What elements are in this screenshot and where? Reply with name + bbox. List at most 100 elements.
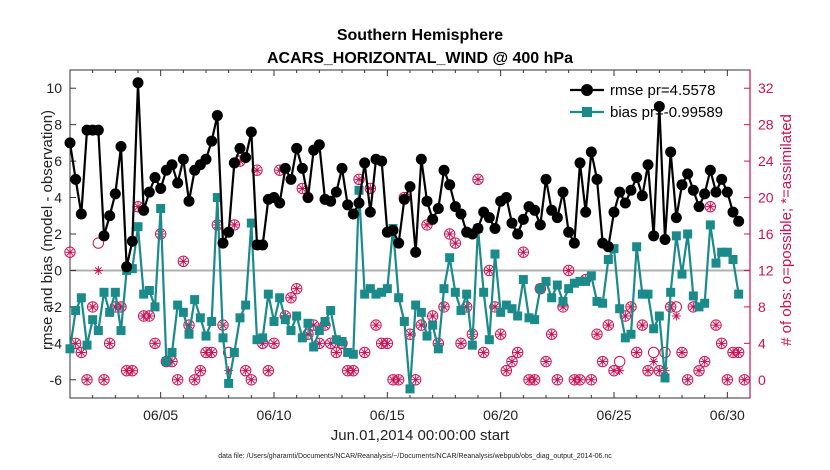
- obs-assimilated-marker: [490, 302, 500, 312]
- bias-marker: [496, 307, 506, 317]
- legend-bias-marker: [582, 107, 592, 117]
- bias-marker: [348, 349, 358, 359]
- rmse-marker: [121, 261, 133, 273]
- rmse-marker: [132, 77, 144, 89]
- bias-marker: [201, 331, 211, 341]
- obs-assimilated-marker: [422, 220, 432, 230]
- obs-possible-marker: [704, 200, 717, 213]
- bias-marker: [660, 373, 670, 383]
- bias-marker: [161, 357, 171, 367]
- obs-assimilated-marker: [292, 284, 302, 294]
- rmse-marker: [126, 235, 138, 247]
- bias-marker: [88, 315, 98, 325]
- rmse-marker: [687, 184, 699, 196]
- bias-marker: [377, 287, 387, 297]
- bias-marker: [93, 326, 103, 336]
- y-right-tick-label: 24: [758, 153, 774, 169]
- obs-assimilated-marker: [195, 366, 205, 376]
- obs-assimilated-marker: [700, 357, 710, 367]
- obs-possible-marker: [251, 164, 263, 176]
- bias-marker: [535, 284, 545, 294]
- obs-assimilated-marker: [224, 366, 234, 376]
- bias-marker: [513, 311, 523, 321]
- obs-possible-marker: [149, 337, 161, 350]
- bias-marker: [700, 298, 710, 308]
- rmse-marker: [302, 192, 314, 204]
- bias-marker: [490, 249, 500, 259]
- rmse-marker: [432, 202, 444, 214]
- bias-marker: [241, 300, 251, 310]
- obs-possible-marker: [81, 374, 93, 386]
- bias-marker: [649, 324, 659, 334]
- rmse-marker: [483, 212, 495, 224]
- obs-assimilated-marker: [615, 366, 625, 376]
- rmse-marker: [699, 188, 711, 200]
- bias-marker: [326, 306, 336, 316]
- obs-assimilated-marker: [241, 366, 251, 376]
- rmse-marker: [393, 237, 405, 249]
- obs-assimilated-marker: [643, 366, 653, 376]
- rmse-marker: [625, 184, 637, 196]
- obs-assimilated-marker: [65, 247, 75, 257]
- obs-possible-marker: [86, 301, 99, 313]
- rmse-marker: [670, 212, 682, 224]
- rmse-marker: [109, 188, 121, 200]
- rmse-marker: [500, 192, 512, 204]
- obs-possible-marker: [262, 364, 275, 377]
- y-left-tick-label: -4: [50, 335, 63, 351]
- rmse-marker: [529, 204, 541, 216]
- rmse-marker: [721, 186, 733, 198]
- obs-assimilated-marker: [252, 165, 262, 175]
- rmse-marker: [228, 157, 240, 169]
- obs-possible-marker: [353, 173, 365, 186]
- plot-area: 06/05 06/10 06/15 06/20 06/25 06/30-6-4-20246…: [46, 69, 774, 423]
- bias-marker: [337, 337, 347, 347]
- y-left-tick-label: 6: [54, 153, 62, 169]
- obs-assimilated-marker: [394, 375, 404, 385]
- bias-marker: [564, 284, 574, 294]
- bias-marker: [224, 378, 234, 388]
- obs-possible-marker: [681, 374, 694, 386]
- obs-assimilated-marker: [71, 338, 81, 348]
- obs-assimilated-marker: [473, 174, 483, 184]
- obs-assimilated-marker: [150, 338, 160, 348]
- bias-marker: [297, 333, 307, 343]
- bias-marker: [275, 293, 285, 303]
- obs-assimilated-marker: [348, 366, 358, 376]
- bias-marker: [711, 258, 721, 268]
- obs-assimilated-marker: [105, 338, 115, 348]
- bias-marker: [558, 296, 568, 306]
- rmse-marker: [245, 126, 257, 138]
- obs-assimilated-marker: [127, 366, 137, 376]
- bias-marker: [144, 285, 154, 295]
- bias-marker: [586, 271, 596, 281]
- obs-assimilated-marker: [694, 366, 704, 376]
- obs-assimilated-marker: [269, 338, 279, 348]
- legend-bias-label: bias pr=-0.99589: [610, 104, 723, 121]
- obs-possible-marker: [551, 374, 564, 386]
- obs-assimilated-marker: [235, 156, 245, 166]
- obs-possible-marker: [630, 346, 643, 359]
- obs-assimilated-marker: [382, 338, 392, 348]
- rmse-marker: [347, 208, 359, 220]
- obs-assimilated-marker: [428, 311, 438, 321]
- bias-marker: [445, 253, 455, 263]
- obs-assimilated-marker: [603, 320, 613, 330]
- obs-assimilated-marker: [326, 338, 336, 348]
- obs-assimilated-marker: [178, 256, 188, 266]
- obs-assimilated-marker: [365, 183, 375, 193]
- rmse-marker: [410, 246, 422, 258]
- obs-assimilated-marker: [416, 320, 426, 330]
- rmse-marker: [563, 226, 575, 238]
- obs-assimilated-marker: [297, 183, 307, 193]
- legend-rmse-label: rmse pr=4.5578: [610, 82, 715, 99]
- bias-marker: [683, 229, 693, 239]
- obs-assimilated-marker: [207, 347, 217, 357]
- rmse-marker: [421, 195, 433, 207]
- obs-assimilated-marker: [677, 347, 687, 357]
- obs-assimilated-marker: [258, 338, 268, 348]
- bias-marker: [331, 335, 341, 345]
- bias-marker: [637, 289, 647, 299]
- obs-assimilated-marker: [598, 357, 608, 367]
